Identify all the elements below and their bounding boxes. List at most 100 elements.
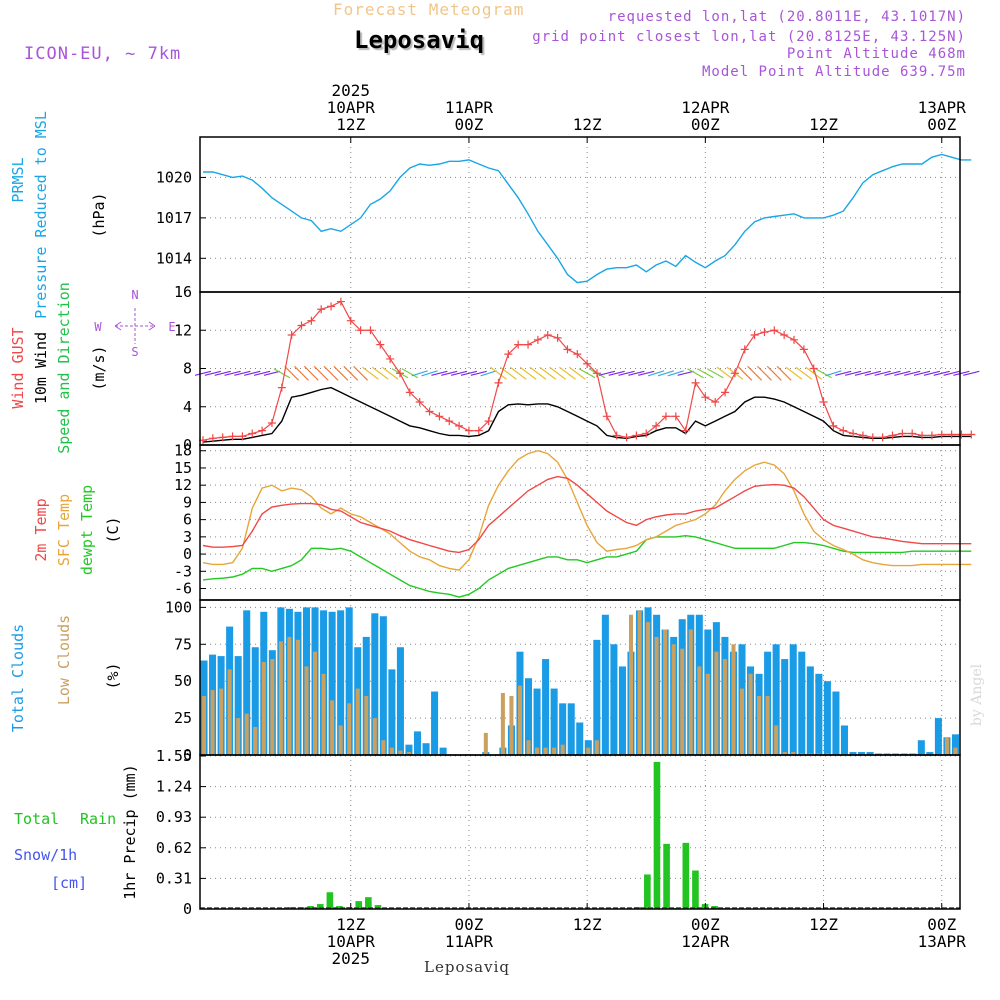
- x-tick-label-top: 00Z: [691, 115, 720, 134]
- wind-direction-arrow: [559, 366, 576, 380]
- precip-rain-bar: [336, 906, 343, 909]
- requested-location: requested lon,lat (20.8011E, 43.1017N): [607, 9, 966, 25]
- cloud-total-bar: [439, 747, 447, 755]
- wind-gust-marker: [415, 397, 424, 406]
- pressure-labels: PRMSL Pressure Reduced to MSL (hPa): [9, 111, 108, 319]
- y-tick-label: 1014: [156, 249, 192, 267]
- compass-west: W: [94, 320, 102, 334]
- precip-rain-bar: [663, 843, 670, 909]
- wind-direction-arrow: [313, 365, 329, 381]
- x-tick-label-bottom: 11APR: [445, 932, 494, 951]
- cloud-low-bar: [543, 747, 548, 755]
- cloud-low-bar: [517, 685, 522, 755]
- y-tick-label: 12: [174, 321, 192, 339]
- cloud-total-bar: [926, 752, 934, 755]
- wind-direction-arrow: [362, 366, 379, 380]
- cloud-low-bar: [535, 747, 540, 755]
- wind-gust-marker: [750, 331, 759, 340]
- cloud-total-bar: [524, 678, 533, 755]
- pressure-series: [203, 153, 972, 284]
- wind-gust-marker: [740, 345, 749, 354]
- precip-rain-bar: [326, 892, 334, 909]
- x-tick-label-top: 00Z: [454, 115, 483, 134]
- cloud-low-bar: [953, 747, 958, 755]
- wind-gust-marker: [553, 333, 562, 342]
- x-tick-label-top: 13APR: [918, 98, 967, 117]
- precip-total-label: Total: [14, 810, 59, 828]
- wind-direction-arrow: [677, 370, 694, 376]
- pressure-unit: (hPa): [90, 192, 108, 237]
- wind-direction-arrow: [401, 368, 419, 379]
- wind-direction-arrow: [460, 370, 478, 376]
- wind-gust-marker: [455, 421, 464, 430]
- low-clouds-label: Low Clouds: [55, 615, 73, 705]
- cloud-low-bar: [697, 666, 702, 755]
- wind-gust-marker: [829, 421, 838, 430]
- wind-direction-arrow: [450, 370, 468, 376]
- cloud-total-bar: [798, 651, 806, 755]
- wind-gust-marker: [386, 354, 395, 363]
- cloud-low-bar: [227, 669, 232, 755]
- wind-direction-arrow: [757, 365, 772, 381]
- cloud-low-bar: [338, 725, 343, 755]
- cloud-low-bar: [389, 747, 394, 755]
- panel-frame-pressure: [199, 136, 961, 293]
- wind-direction-arrow: [244, 370, 261, 376]
- y-tick-label: 1.55: [156, 747, 192, 765]
- wind-direction-arrow: [953, 370, 970, 376]
- compass-north: N: [131, 288, 138, 302]
- wind-direction-arrow: [224, 370, 241, 376]
- wind-gust-marker: [937, 430, 946, 439]
- wind-gust-marker: [957, 430, 966, 439]
- wind-direction-arrow: [263, 370, 281, 376]
- wind-direction-arrow: [913, 370, 931, 376]
- cloud-low-bar: [646, 622, 651, 755]
- wind-direction-arrow: [844, 370, 862, 376]
- wind-gust-marker: [366, 326, 375, 335]
- wind-direction-arrow: [294, 365, 309, 381]
- wind-direction-arrow: [835, 370, 852, 376]
- cloud-low-bar: [381, 740, 386, 755]
- wind-direction-arrow: [776, 365, 792, 381]
- clouds-unit: (%): [104, 662, 122, 689]
- cloud-low-bar: [398, 750, 403, 755]
- wind-gust-marker: [780, 331, 789, 340]
- y-tick-label: -3: [174, 562, 192, 580]
- sfc-temp-series: [202, 449, 972, 571]
- wind-gust-marker: [908, 429, 917, 438]
- cloud-low-bar: [757, 695, 762, 755]
- wind-gust-marker: [376, 340, 385, 349]
- cloud-total-bar: [388, 669, 396, 755]
- wind-gust-marker: [593, 369, 601, 378]
- compass-east: E: [168, 320, 175, 334]
- cloud-total-bar: [832, 691, 840, 755]
- wind-gust-marker: [504, 350, 513, 359]
- x-tick-label-top: 11APR: [445, 98, 494, 117]
- wind-gust-marker: [622, 433, 631, 442]
- precip-unit: 1hr Precip (mm): [121, 764, 139, 899]
- precip-snow-label: Snow/1h: [14, 846, 77, 864]
- wind-direction-arrow: [795, 366, 813, 380]
- wind-direction-arrow: [303, 365, 319, 381]
- cloud-total-bar: [610, 644, 618, 755]
- x-tick-label-bottom: 00Z: [691, 915, 720, 934]
- cloud-low-bar: [663, 629, 668, 755]
- wind-direction-arrow: [923, 370, 941, 376]
- cloud-low-bar: [202, 695, 207, 755]
- cloud-total-bar: [576, 722, 584, 755]
- wind-gust-marker: [711, 397, 720, 406]
- wind-direction-arrow: [667, 370, 684, 377]
- cloud-low-bar: [304, 666, 309, 755]
- cloud-low-bar: [330, 700, 335, 755]
- y-tick-label: 1017: [156, 209, 192, 227]
- wind-gust-marker: [425, 407, 434, 416]
- wind-gust-marker: [583, 359, 592, 368]
- wind-direction-arrow: [529, 366, 547, 380]
- wind-direction-arrow: [747, 365, 763, 381]
- cloud-total-bar: [396, 647, 404, 755]
- x-tick-label-top: 12APR: [681, 98, 730, 117]
- cloud-low-bar: [782, 752, 787, 755]
- cloud-low-bar: [219, 688, 224, 755]
- wind-gust-marker: [721, 388, 730, 397]
- wind-gust-marker: [642, 429, 651, 438]
